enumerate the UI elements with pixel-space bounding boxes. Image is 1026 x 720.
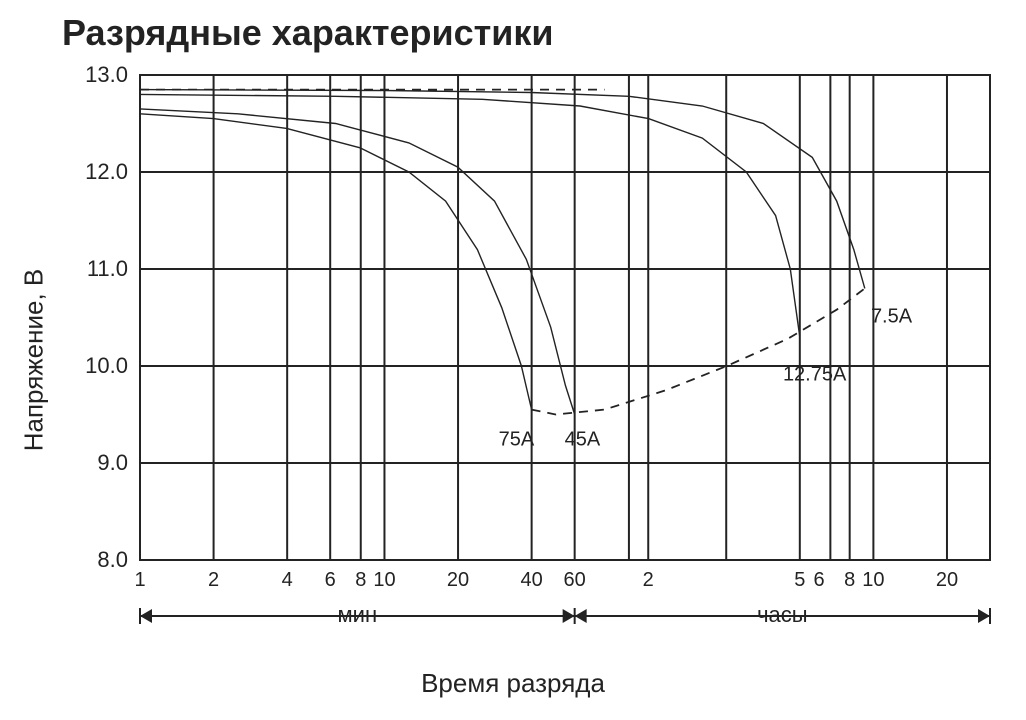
x-tick-label: 10	[373, 569, 395, 591]
series-45A	[140, 109, 575, 415]
x-tick-label: 2	[643, 569, 654, 591]
x-tick-label: 10	[862, 569, 884, 591]
x-tick-label: 40	[521, 569, 543, 591]
x-tick-label: 4	[282, 569, 293, 591]
x-tick-label: 2	[208, 569, 219, 591]
series-12.75A	[140, 94, 800, 337]
y-tick-label: 9.0	[97, 450, 128, 475]
x-tick-label: 6	[814, 569, 825, 591]
series-annotation: 7.5A	[871, 305, 913, 327]
x-tick-label: 6	[325, 569, 336, 591]
series-annotation: 12.75A	[783, 364, 847, 386]
x-tick-label: 5	[794, 569, 805, 591]
y-tick-label: 8.0	[97, 547, 128, 572]
y-tick-label: 13.0	[85, 62, 128, 87]
arrowhead-icon	[575, 609, 587, 623]
arrowhead-icon	[563, 609, 575, 623]
x-tick-label: 8	[844, 569, 855, 591]
segment-label-hours: часы	[757, 602, 808, 627]
x-tick-label: 20	[447, 569, 469, 591]
y-tick-label: 10.0	[85, 353, 128, 378]
series-annotation: 75A	[499, 429, 535, 451]
segment-label-minutes: мин	[338, 602, 378, 627]
x-tick-label: 1	[134, 569, 145, 591]
discharge-chart: 8.09.010.011.012.013.0124681020406025681…	[0, 0, 1026, 720]
x-tick-label: 60	[564, 569, 586, 591]
plot-border	[140, 75, 990, 560]
arrowhead-icon	[140, 609, 152, 623]
x-tick-label: 8	[355, 569, 366, 591]
series-7.5A	[140, 90, 865, 289]
x-tick-label: 20	[936, 569, 958, 591]
cutoff-curve	[532, 288, 865, 414]
y-tick-label: 11.0	[87, 256, 128, 281]
y-tick-label: 12.0	[85, 159, 128, 184]
arrowhead-icon	[978, 609, 990, 623]
series-annotation: 45A	[565, 429, 601, 451]
